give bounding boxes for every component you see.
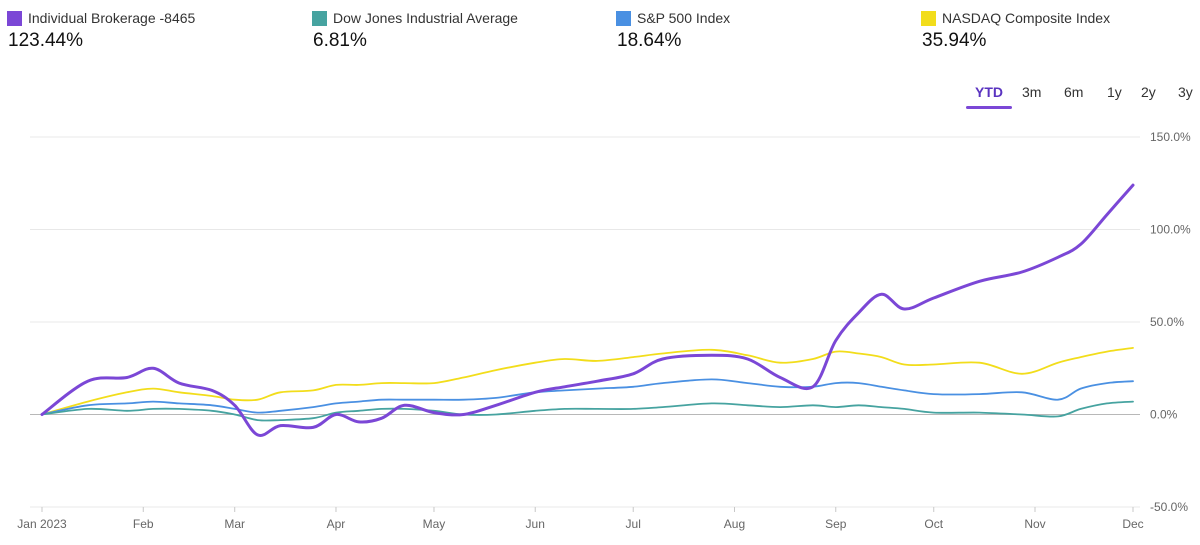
legend-label: Dow Jones Industrial Average bbox=[333, 10, 518, 26]
time-range-selector: YTD 3m 6m 1y 2y 3y bbox=[960, 84, 1200, 110]
legend-item-nasdaq[interactable]: NASDAQ Composite Index 35.94% bbox=[921, 10, 1110, 52]
legend-swatch-sp500 bbox=[616, 10, 631, 26]
legend-item-sp500[interactable]: S&P 500 Index 18.64% bbox=[616, 10, 730, 52]
legend-item-dow-jones[interactable]: Dow Jones Industrial Average 6.81% bbox=[312, 10, 518, 52]
x-tick-label: Mar bbox=[224, 517, 245, 531]
legend-label: S&P 500 Index bbox=[637, 10, 731, 26]
x-tick-label: Apr bbox=[327, 517, 346, 531]
range-1y-button[interactable]: 1y bbox=[1107, 84, 1122, 100]
x-tick-label: Jul bbox=[626, 517, 641, 531]
range-3m-button[interactable]: 3m bbox=[1022, 84, 1042, 100]
x-tick-label: Jun bbox=[526, 517, 545, 531]
legend-value: 123.44% bbox=[8, 30, 84, 51]
range-2y-button[interactable]: 2y bbox=[1141, 84, 1156, 100]
y-tick-label: 50.0% bbox=[1150, 315, 1184, 329]
series-line-nasdaq bbox=[41, 347, 1134, 416]
series-line-dow-jones bbox=[41, 400, 1134, 422]
x-tick-label: May bbox=[423, 517, 446, 531]
x-tick-label: Feb bbox=[133, 517, 154, 531]
x-tick-label: Jan 2023 bbox=[17, 517, 67, 531]
range-ytd-button[interactable]: YTD bbox=[975, 84, 1003, 100]
y-tick-label: 0.0% bbox=[1150, 408, 1178, 422]
series-line-sp500 bbox=[41, 378, 1134, 416]
legend-swatch-nasdaq bbox=[921, 10, 936, 26]
y-tick-label: 100.0% bbox=[1150, 223, 1191, 237]
range-active-underline bbox=[966, 106, 1012, 109]
range-3y-button[interactable]: 3y bbox=[1178, 84, 1193, 100]
legend-label: Individual Brokerage -8465 bbox=[28, 10, 196, 26]
legend-item-individual-brokerage[interactable]: Individual Brokerage -8465 123.44% bbox=[7, 10, 195, 52]
x-tick-label: Sep bbox=[825, 517, 847, 531]
y-tick-label: -50.0% bbox=[1150, 500, 1188, 514]
legend-value: 35.94% bbox=[922, 30, 987, 51]
series-line-individual-brokerage bbox=[40, 183, 1135, 437]
legend-value: 6.81% bbox=[313, 30, 367, 51]
legend-swatch-brokerage bbox=[7, 10, 22, 26]
legend-value: 18.64% bbox=[617, 30, 682, 51]
y-tick-label: 150.0% bbox=[1150, 130, 1191, 144]
x-tick-label: Nov bbox=[1024, 517, 1045, 531]
x-tick-label: Oct bbox=[924, 517, 943, 531]
legend: Individual Brokerage -8465 123.44% Dow J… bbox=[0, 10, 1200, 60]
legend-swatch-dow bbox=[312, 10, 327, 26]
x-tick-label: Aug bbox=[724, 517, 745, 531]
legend-label: NASDAQ Composite Index bbox=[942, 10, 1111, 26]
x-tick-label: Dec bbox=[1122, 517, 1143, 531]
range-6m-button[interactable]: 6m bbox=[1064, 84, 1084, 100]
